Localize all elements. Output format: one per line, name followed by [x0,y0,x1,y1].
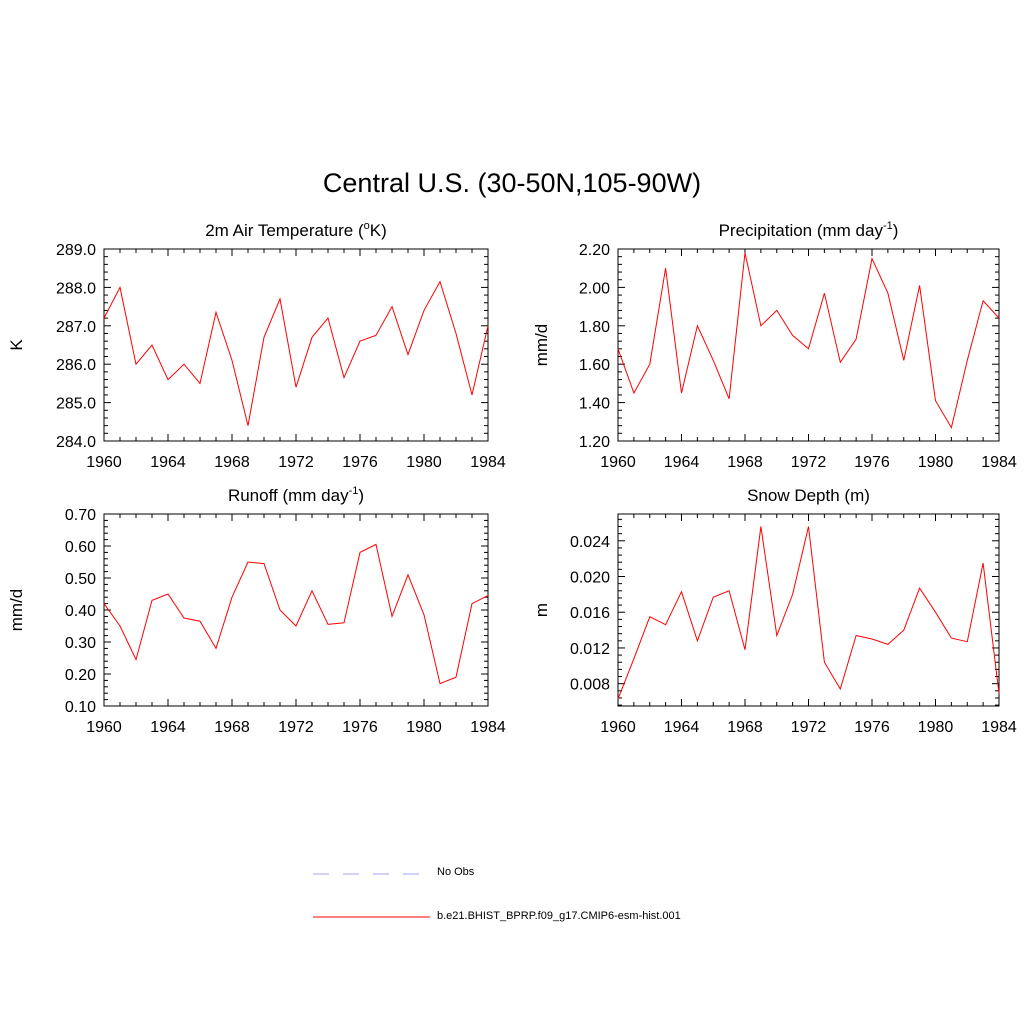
precipitation-x-tick-label: 1976 [854,454,890,471]
temperature-y-tick-label: 287.0 [56,319,96,336]
precipitation-x-tick-label: 1960 [600,454,636,471]
precipitation-series-line [617,252,1000,429]
snow-depth-x-tick-label: 1972 [791,719,827,736]
precipitation-y-axis-label: mm/d [532,324,551,367]
precipitation-x-tick-label: 1968 [727,454,763,471]
precipitation-panel-title: Precipitation (mm day-1) [719,220,899,240]
runoff-y-tick-label: 0.30 [65,635,96,652]
snow-depth-x-tick-label: 1964 [664,719,700,736]
runoff-panel-title: Runoff (mm day-1) [228,485,364,505]
precipitation-y-tick-label: 2.20 [579,242,610,259]
runoff-x-tick-label: 1964 [150,719,186,736]
temperature-y-tick-label: 285.0 [56,396,96,413]
runoff-y-tick-label: 0.50 [65,571,96,588]
temperature-x-tick-label: 1976 [342,454,378,471]
runoff-x-tick-label: 1976 [342,719,378,736]
precipitation-y-tick-label: 2.00 [579,280,610,297]
temperature-y-tick-label: 288.0 [56,280,96,297]
precipitation-y-tick-label: 1.40 [579,396,610,413]
runoff-y-tick-label: 0.60 [65,539,96,556]
precipitation-y-tick-label: 1.60 [579,357,610,374]
snow-depth-y-tick-label: 0.008 [570,677,610,694]
figure-title: Central U.S. (30-50N,105-90W) [322,168,702,198]
snow-depth-y-tick-label: 0.020 [570,570,610,587]
temperature-x-tick-label: 1984 [470,454,506,471]
precipitation-x-tick-label: 1980 [918,454,954,471]
temperature-y-tick-label: 286.0 [56,357,96,374]
snow-depth-y-tick-label: 0.024 [570,534,610,551]
snow-depth-series-line [617,526,1000,700]
precipitation-x-tick-label: 1972 [791,454,827,471]
snow-depth-y-tick-label: 0.016 [570,605,610,622]
runoff-y-tick-label: 0.70 [65,507,96,524]
runoff-x-tick-label: 1984 [470,719,506,736]
temperature-y-axis-label: K [7,339,26,351]
temperature-x-tick-label: 1968 [214,454,250,471]
temperature-series-line [103,280,489,426]
runoff-x-tick-label: 1972 [278,719,314,736]
snow-depth-x-tick-label: 1976 [854,719,890,736]
runoff-x-tick-label: 1960 [86,719,122,736]
snow-depth-panel-title: Snow Depth (m) [747,486,870,505]
runoff-y-axis-label: mm/d [7,589,26,632]
temperature-plot-frame [103,248,489,442]
temperature-x-tick-label: 1960 [86,454,122,471]
runoff-x-tick-label: 1968 [214,719,250,736]
runoff-y-tick-label: 0.20 [65,667,96,684]
precipitation-y-tick-label: 1.80 [579,319,610,336]
snow-depth-y-tick-label: 0.012 [570,641,610,658]
legend-label-no-obs: No Obs [437,866,475,878]
legend-label-model: b.e21.BHIST_BPRP.f09_g17.CMIP6-esm-hist.… [437,910,681,922]
runoff-y-tick-label: 0.40 [65,603,96,620]
temperature-panel-title: 2m Air Temperature (oK) [205,220,387,240]
snow-depth-x-tick-label: 1968 [727,719,763,736]
precipitation-x-tick-label: 1984 [981,454,1017,471]
snow-depth-plot-frame [617,513,1000,707]
temperature-x-tick-label: 1980 [406,454,442,471]
runoff-series-line [103,543,489,685]
snow-depth-y-axis-label: m [532,603,551,617]
precipitation-y-tick-label: 1.20 [579,434,610,451]
temperature-y-tick-label: 284.0 [56,434,96,451]
snow-depth-x-tick-label: 1984 [981,719,1017,736]
temperature-x-tick-label: 1964 [150,454,186,471]
snow-depth-x-tick-label: 1960 [600,719,636,736]
runoff-plot-frame [103,513,489,707]
snow-depth-x-tick-label: 1980 [918,719,954,736]
temperature-x-tick-label: 1972 [278,454,314,471]
runoff-x-tick-label: 1980 [406,719,442,736]
temperature-y-tick-label: 289.0 [56,242,96,259]
precipitation-x-tick-label: 1964 [664,454,700,471]
runoff-y-tick-label: 0.10 [65,699,96,716]
